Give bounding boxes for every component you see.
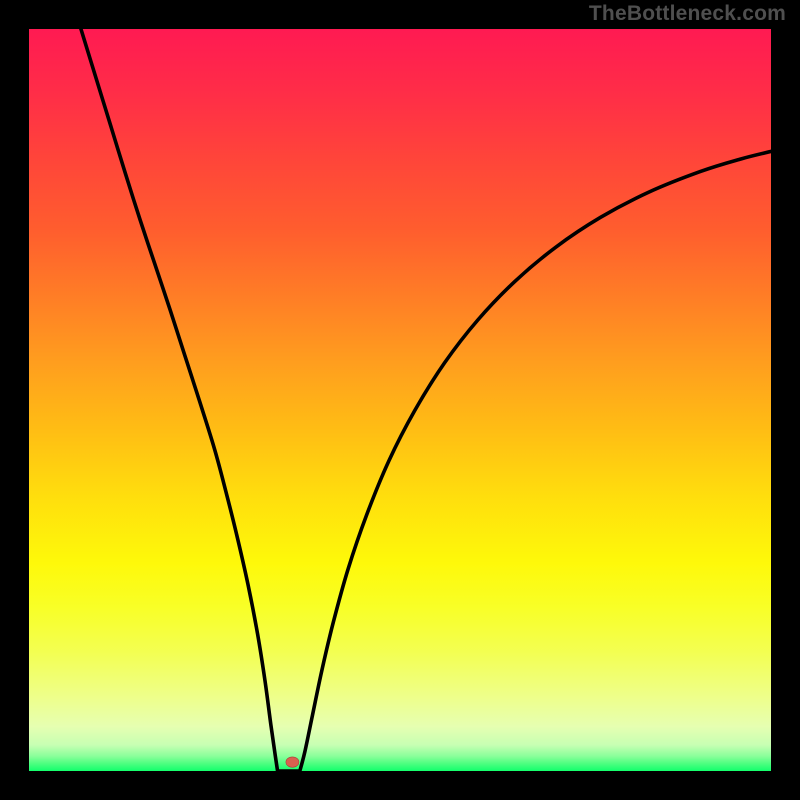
canvas: TheBottleneck.com — [0, 0, 800, 800]
bottleneck-chart — [0, 0, 800, 800]
optimum-marker — [286, 757, 299, 767]
plot-gradient-background — [29, 29, 771, 771]
watermark-text: TheBottleneck.com — [589, 2, 786, 26]
